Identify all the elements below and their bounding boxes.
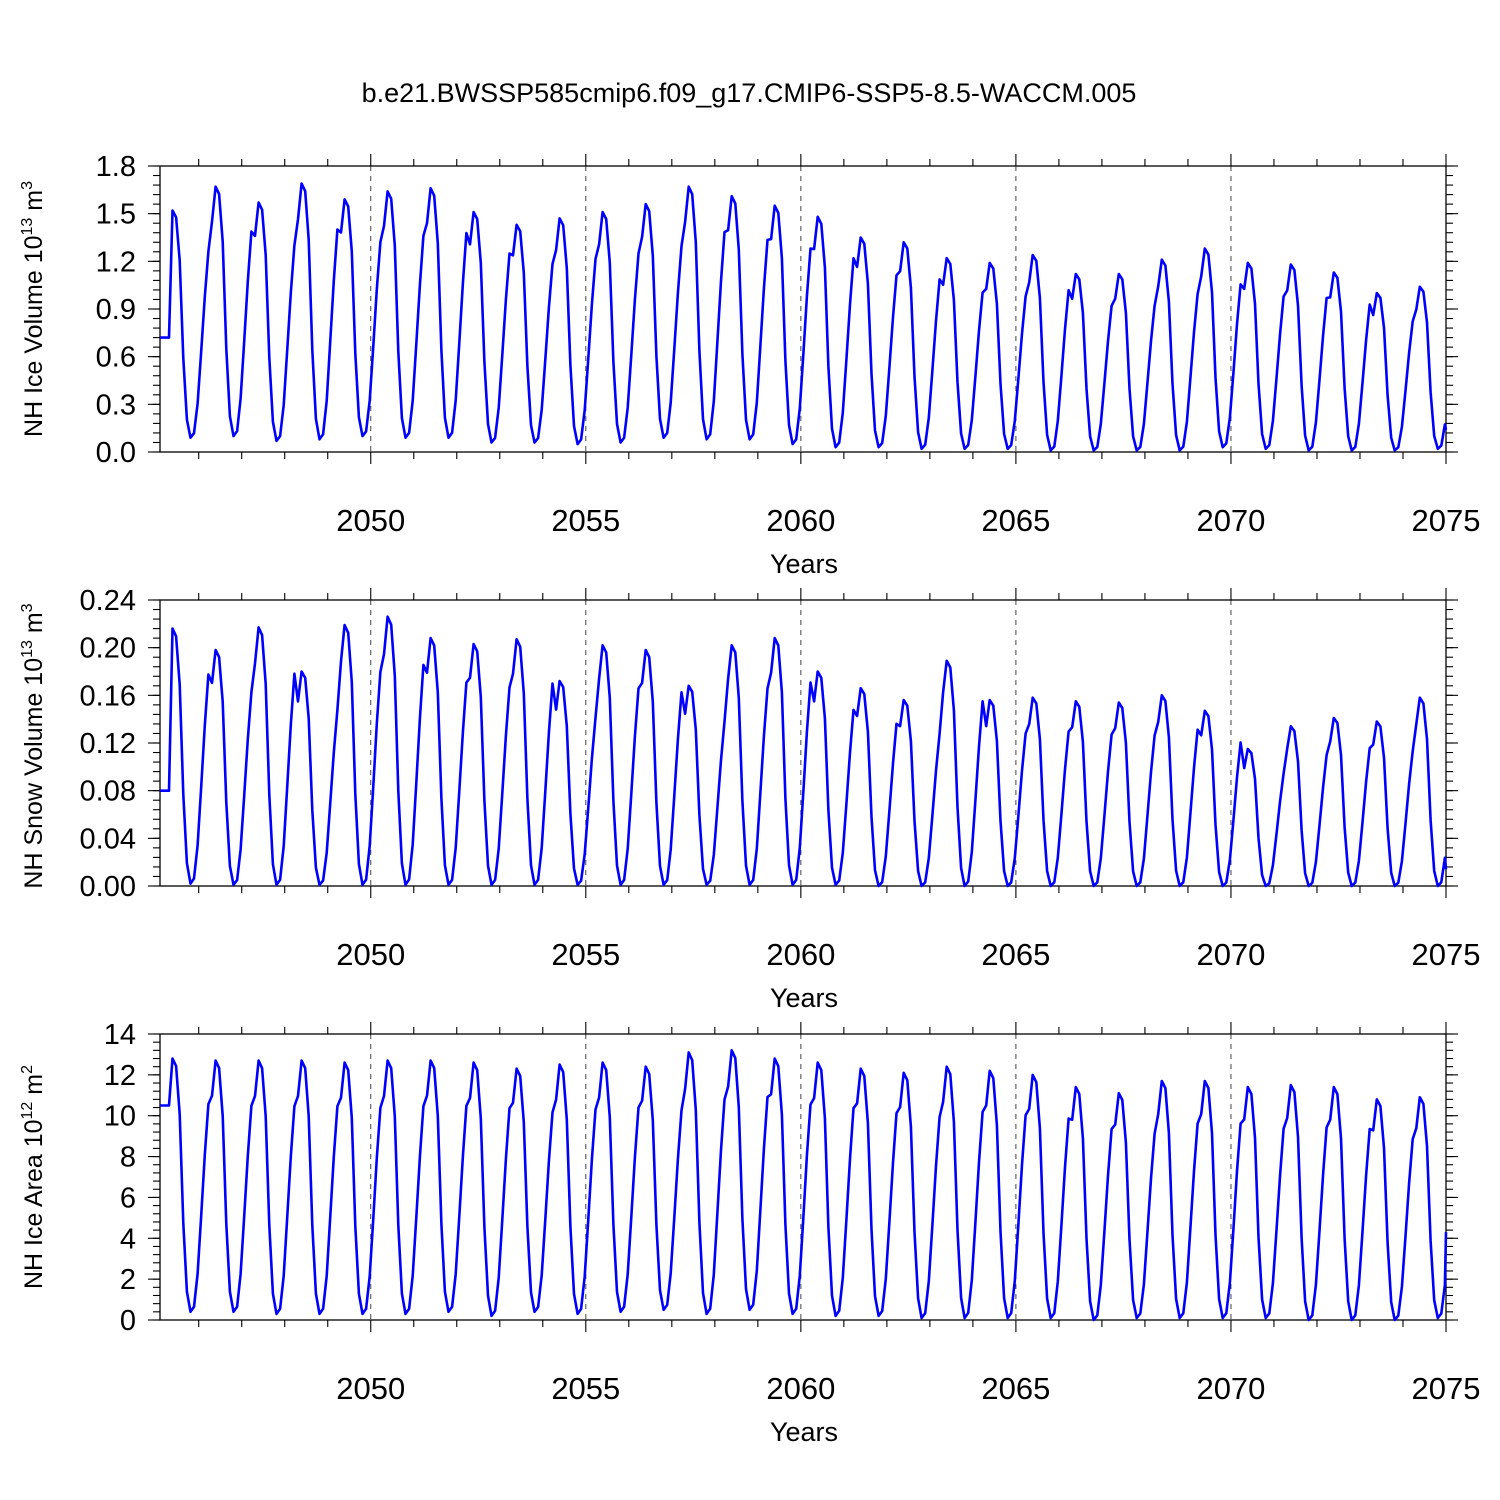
y-axis-label: NH Ice Area 1012 m2 [19, 1065, 48, 1289]
y-tick-label: 0 [120, 1305, 136, 1337]
x-tick-label-2075: 2075 [1412, 503, 1481, 538]
y-tick-label: 1.2 [96, 246, 136, 278]
series-line-1 [160, 182, 1448, 452]
figure-title: b.e21.BWSSP585cmip6.f09_g17.CMIP6-SSP5-8… [362, 78, 1137, 108]
x-tick-label-2070: 2070 [1196, 937, 1265, 972]
y-tick-label: 6 [120, 1182, 136, 1214]
y-tick-label: 0.9 [96, 294, 136, 326]
x-tick-label-2070: 2070 [1196, 1371, 1265, 1406]
y-tick-label: 0.12 [80, 728, 136, 760]
x-tick-label-2060: 2060 [766, 503, 835, 538]
panels: 0.0 0.3 0.6 0.9 1.2 1.5 1.8 2050 2055 2060 2065 207… [19, 151, 1480, 1447]
y-tick-label: 2 [120, 1264, 136, 1296]
x-axis-label: Years [770, 1417, 838, 1447]
y-tick-label: 1.8 [96, 151, 136, 183]
x-tick-label-2060: 2060 [766, 937, 835, 972]
x-tick-label-2055: 2055 [551, 937, 620, 972]
x-tick-label-2070: 2070 [1196, 503, 1265, 538]
x-tick-label-2065: 2065 [981, 937, 1050, 972]
y-axis-label: NH Ice Volume 1013 m3 [19, 181, 48, 437]
y-tick-label: 14 [104, 1019, 136, 1051]
y-axis-label: NH Snow Volume 1013 m3 [19, 603, 48, 888]
y-tick-label: 0.3 [96, 389, 136, 421]
x-tick-label-2050: 2050 [336, 1371, 405, 1406]
x-tick-label-2065: 2065 [981, 1371, 1050, 1406]
y-tick-label: 8 [120, 1142, 136, 1174]
x-tick-label-2055: 2055 [551, 503, 620, 538]
y-tick-label: 10 [104, 1101, 136, 1133]
plot-frame [159, 1033, 1447, 1321]
y-tick-label: 4 [120, 1223, 136, 1255]
y-tick-label: 0.16 [80, 680, 136, 712]
y-tick-label: 0.00 [80, 871, 136, 903]
x-tick-label-2075: 2075 [1412, 1371, 1481, 1406]
x-axis-label: Years [770, 983, 838, 1013]
series-line-2 [160, 615, 1448, 888]
y-tick-label: 0.6 [96, 342, 136, 374]
y-tick-label: 0.20 [80, 633, 136, 665]
x-tick-label-2065: 2065 [981, 503, 1050, 538]
y-tick-label: 0.08 [80, 776, 136, 808]
x-tick-label-2055: 2055 [551, 1371, 620, 1406]
y-tick-label: 1.5 [96, 199, 136, 231]
x-tick-label-2060: 2060 [766, 1371, 835, 1406]
x-axis-label: Years [770, 549, 838, 579]
panel-1: 0.0 0.3 0.6 0.9 1.2 1.5 1.8 2050 2055 2060 2065 207… [19, 151, 1480, 579]
x-tick-label-2050: 2050 [336, 937, 405, 972]
y-tick-label: 0.04 [80, 823, 136, 855]
x-tick-label-2075: 2075 [1412, 937, 1481, 972]
panel-2: 0.00 0.04 0.08 0.12 0.16 0.20 0.24 2050 2055 2060… [19, 585, 1480, 1013]
y-tick-label: 0.24 [80, 585, 136, 617]
x-tick-label-2050: 2050 [336, 503, 405, 538]
series-line-3 [160, 1049, 1448, 1322]
panel-3: 0 2 4 6 8 10 12 14 2050 2055 2060 2065 2070 2075 Years… [19, 1019, 1480, 1447]
y-tick-label: 12 [104, 1060, 136, 1092]
y-tick-label: 0.0 [96, 437, 136, 469]
